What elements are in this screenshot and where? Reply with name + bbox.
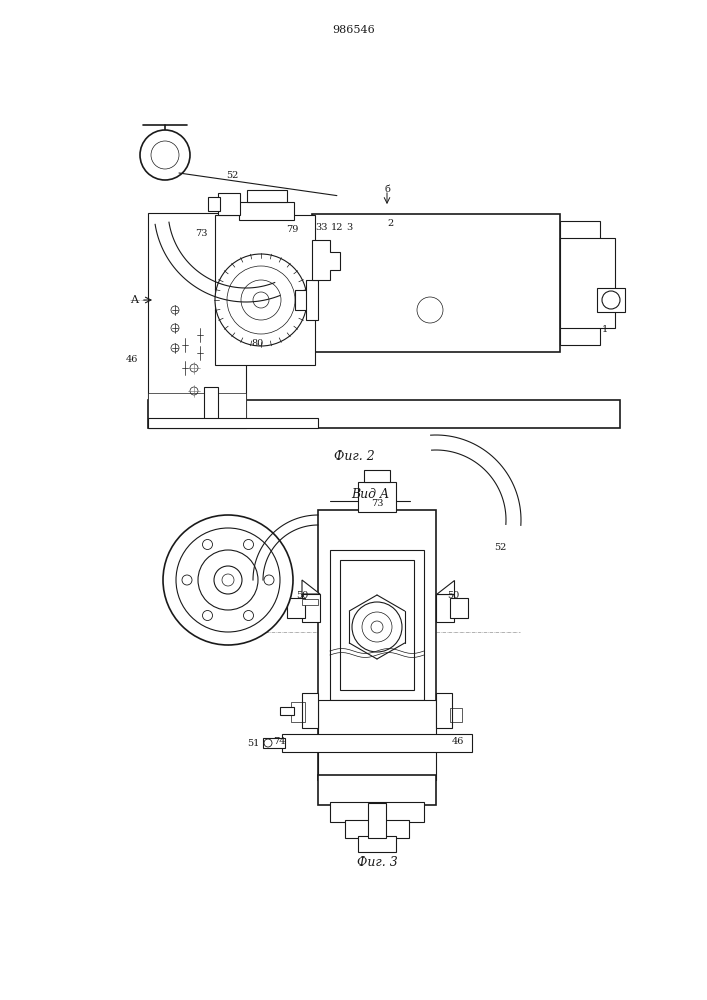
Bar [318,700,436,780]
Bar [148,213,246,428]
Bar [148,418,318,428]
Polygon shape [436,580,454,594]
Bar [302,693,318,728]
Bar [208,197,220,211]
Bar [287,598,305,618]
Circle shape [352,602,402,652]
Text: 80: 80 [252,338,264,348]
Bar [318,510,436,780]
Bar [302,594,320,622]
Bar [330,802,424,822]
Polygon shape [302,580,320,594]
Bar [291,702,305,722]
Text: 52: 52 [493,544,506,552]
Text: 73: 73 [196,230,208,238]
Bar [215,215,315,365]
Bar [560,221,600,345]
Text: 3: 3 [346,223,352,232]
Text: б: б [384,186,390,194]
Text: 986546: 986546 [332,25,375,35]
Text: 2: 2 [387,220,393,229]
Bar [436,594,454,622]
Bar [560,238,615,328]
Text: 1: 1 [602,326,608,334]
Bar [148,400,620,428]
Text: 52: 52 [226,172,238,180]
Bar [368,803,386,838]
Bar [312,214,560,352]
Circle shape [140,130,190,180]
Bar [597,288,625,312]
Polygon shape [312,240,340,280]
Text: 79: 79 [286,226,298,234]
Circle shape [215,254,307,346]
Bar [280,707,294,715]
Bar [436,693,452,728]
Bar [282,734,472,752]
Bar [306,280,318,320]
Bar [148,393,246,428]
Bar [450,708,462,722]
Bar [340,560,414,690]
Text: Вид A: Вид A [351,488,389,500]
Bar [263,738,285,748]
Text: 46: 46 [452,738,464,746]
Text: 46: 46 [126,356,138,364]
Text: 73: 73 [370,499,383,508]
Circle shape [163,515,293,645]
Text: A: A [130,295,138,305]
Bar [247,190,287,202]
Text: 50: 50 [447,591,460,600]
Bar [218,193,240,215]
Bar [295,290,315,310]
Bar [330,550,424,700]
Bar [364,470,390,482]
Bar [302,599,318,605]
Text: 50: 50 [296,591,308,600]
Circle shape [602,291,620,309]
Bar [239,202,294,220]
Text: Фиг. 3: Фиг. 3 [356,856,397,869]
Text: 12: 12 [331,223,344,232]
Bar [318,775,436,805]
Bar [450,598,468,618]
Bar [358,482,396,512]
Text: Фиг. 2: Фиг. 2 [334,450,375,464]
Text: 51: 51 [247,740,260,748]
Text: 33: 33 [316,223,328,232]
Text: 74: 74 [274,738,286,746]
Bar [204,387,218,427]
Bar [345,820,409,838]
Bar [358,836,396,852]
